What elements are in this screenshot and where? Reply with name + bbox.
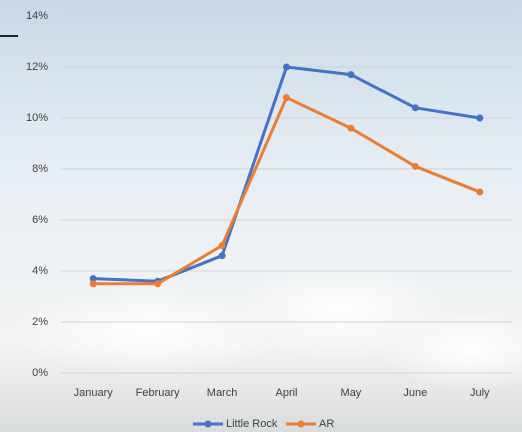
x-tick-label: February (136, 387, 181, 399)
data-point (412, 163, 419, 170)
y-tick-label: 2% (32, 316, 48, 328)
x-tick-label: January (74, 387, 114, 399)
legend-label: Little Rock (226, 418, 278, 430)
data-point (347, 125, 354, 132)
legend-label: AR (319, 418, 334, 430)
data-point (476, 188, 483, 195)
chart: 0% 2% 4% 6% 8% 10% 12% 14% January February March A… (0, 0, 522, 432)
y-tick-label: 12% (26, 61, 48, 73)
x-tick-label: April (275, 387, 297, 399)
legend-swatch-marker (205, 421, 212, 428)
data-point (219, 252, 226, 259)
x-tick-label: May (341, 387, 362, 399)
y-tick-label: 8% (32, 163, 48, 175)
y-tick-label: 14% (26, 10, 48, 22)
x-tick-label: July (470, 387, 490, 399)
data-point (347, 71, 354, 78)
data-point (283, 94, 290, 101)
data-point (412, 104, 419, 111)
legend-swatch-marker (298, 421, 305, 428)
data-point (90, 280, 97, 287)
y-tick-label: 4% (32, 265, 48, 277)
y-tick-label: 0% (32, 367, 48, 379)
data-point (219, 242, 226, 249)
y-tick-label: 6% (32, 214, 48, 226)
data-point (154, 280, 161, 287)
y-tick-label: 10% (26, 112, 48, 124)
x-tick-label: June (403, 387, 427, 399)
data-point (283, 64, 290, 71)
data-point (476, 115, 483, 122)
x-tick-label: March (207, 387, 238, 399)
